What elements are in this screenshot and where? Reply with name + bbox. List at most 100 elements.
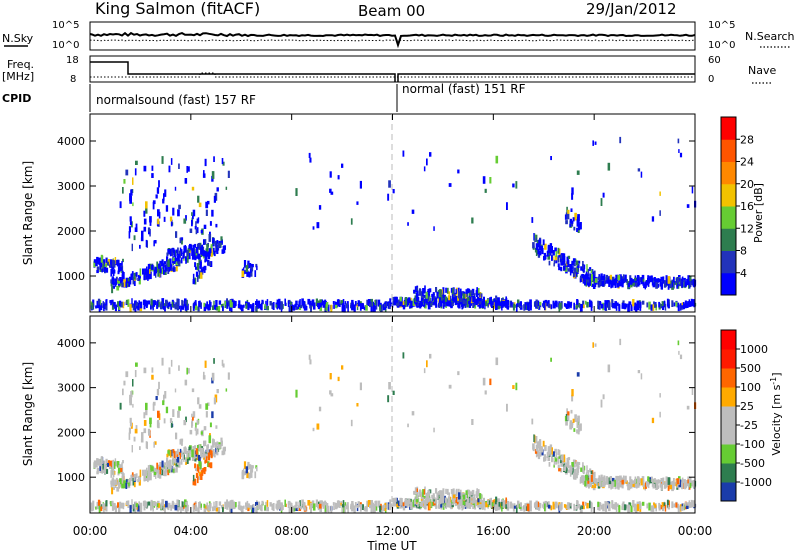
velocity-cell xyxy=(628,502,631,506)
power-cell xyxy=(165,264,167,269)
power-cell xyxy=(135,160,138,165)
velocity-cell xyxy=(135,503,138,508)
velocity-cell xyxy=(194,454,196,460)
power-cell xyxy=(686,278,689,285)
velocity-cell xyxy=(249,470,253,478)
power-cell xyxy=(185,257,189,263)
colorbar-swatch xyxy=(721,387,736,407)
velocity-cell xyxy=(397,500,401,506)
power-cell xyxy=(635,282,638,288)
power-cell xyxy=(334,301,337,306)
velocity-cell xyxy=(176,452,179,458)
velocity-cell xyxy=(192,474,195,482)
power-cell xyxy=(634,277,637,281)
velocity-cell xyxy=(217,444,221,449)
power-cell xyxy=(443,294,446,302)
power-cell xyxy=(176,298,179,306)
power-cell xyxy=(144,268,147,274)
power-cell xyxy=(309,157,312,163)
velocity-cell xyxy=(121,471,124,478)
power-cell xyxy=(174,186,177,191)
colorbar-swatch xyxy=(721,183,736,207)
velocity-cell xyxy=(387,395,390,403)
power-cell xyxy=(505,303,508,308)
velocity-cell xyxy=(365,506,368,512)
power-cell xyxy=(507,305,510,310)
velocity-cell xyxy=(673,482,677,486)
power-cell xyxy=(417,299,419,306)
velocity-cell xyxy=(155,396,158,401)
power-cell xyxy=(215,306,219,311)
velocity-cell xyxy=(175,465,178,473)
power-cell xyxy=(312,226,315,230)
power-cell xyxy=(226,298,228,307)
power-cell xyxy=(297,304,299,309)
power-cell xyxy=(198,300,201,308)
colorbar-swatch xyxy=(721,161,736,185)
power-cell xyxy=(194,243,197,248)
velocity-cell xyxy=(196,464,199,472)
power-cell xyxy=(379,304,382,311)
power-cell xyxy=(601,275,604,281)
power-cell xyxy=(573,302,575,310)
power-cell xyxy=(134,168,137,176)
power-cell xyxy=(431,299,434,305)
velocity-cell xyxy=(566,408,568,414)
velocity-cell xyxy=(100,506,103,512)
power-cell xyxy=(200,268,204,275)
power-cell xyxy=(477,297,480,302)
velocity-cell xyxy=(660,505,663,510)
power-cell xyxy=(168,165,171,173)
power-cell xyxy=(594,141,597,145)
velocity-cell xyxy=(99,466,101,471)
velocity-cell xyxy=(206,445,209,454)
power-cell xyxy=(611,276,615,282)
velocity-cell xyxy=(646,503,649,509)
power-cell xyxy=(426,158,428,166)
power-cell xyxy=(558,253,561,258)
power-cell xyxy=(356,304,358,308)
velocity-cell xyxy=(133,436,136,442)
velocity-cell xyxy=(598,503,601,511)
power-cell xyxy=(138,300,140,305)
power-cell xyxy=(166,256,169,262)
power-cell xyxy=(171,301,174,307)
velocity-cell xyxy=(145,408,148,416)
power-cell xyxy=(542,239,545,246)
power-cell xyxy=(458,301,461,309)
power-cell xyxy=(600,303,604,309)
power-cell xyxy=(180,257,183,264)
velocity-cell xyxy=(438,502,441,509)
velocity-cell xyxy=(135,473,138,478)
power-cell xyxy=(577,264,580,268)
velocity-cell xyxy=(519,502,522,507)
velocity-cell xyxy=(442,504,445,510)
velocity-cell xyxy=(609,476,612,481)
power-cell xyxy=(555,300,558,307)
velocity-cell xyxy=(198,476,201,480)
velocity-cell xyxy=(572,459,576,465)
velocity-cell xyxy=(442,488,445,495)
power-cell xyxy=(483,296,485,303)
power-cell xyxy=(402,301,405,305)
colorbar-tick-label: 25 xyxy=(740,400,754,413)
velocity-cell xyxy=(548,462,551,467)
power-cell xyxy=(590,273,593,281)
velocity-cell xyxy=(658,479,660,484)
velocity-cell xyxy=(558,454,561,459)
power-cell xyxy=(174,304,178,310)
x-tick-label: 12:00 xyxy=(375,524,410,538)
velocity-cell xyxy=(189,429,193,435)
velocity-cell xyxy=(264,505,266,511)
velocity-cell xyxy=(231,503,234,509)
velocity-cell xyxy=(197,476,199,484)
power-cell xyxy=(216,247,219,254)
velocity-cell xyxy=(484,503,486,511)
power-cell xyxy=(255,263,258,268)
power-cell xyxy=(203,265,207,271)
power-cell xyxy=(392,296,395,304)
velocity-cell xyxy=(489,378,492,386)
power-cell xyxy=(566,206,568,213)
power-cell xyxy=(153,240,155,247)
power-cell xyxy=(254,270,257,277)
